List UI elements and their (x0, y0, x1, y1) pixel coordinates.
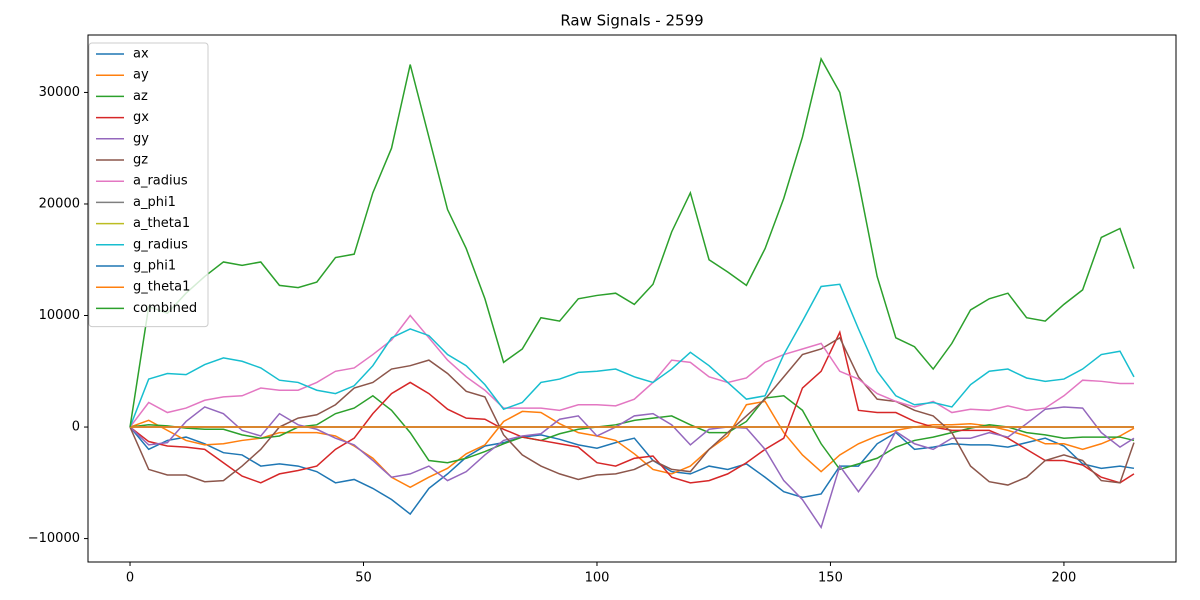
series-line (129, 400, 1135, 489)
x-tick-label: 150 (818, 571, 843, 586)
legend-label: a_radius (133, 174, 188, 189)
legend-label: combined (133, 301, 197, 316)
x-tick-label: 0 (126, 571, 134, 586)
x-tick-label: 200 (1052, 571, 1077, 586)
y-tick-label: 10000 (39, 308, 80, 323)
y-tick-label: 0 (72, 420, 80, 435)
series-line (129, 426, 1135, 516)
chart-title: Raw Signals - 2599 (560, 12, 703, 30)
legend-label: az (133, 89, 148, 104)
legend-label: gy (133, 131, 149, 146)
y-tick-label: 30000 (39, 85, 80, 100)
series-line (129, 283, 1135, 428)
legend-label: ay (133, 68, 149, 83)
legend-label: ax (133, 47, 149, 62)
series-line (129, 330, 1135, 484)
series-line (129, 314, 1134, 428)
x-tick-label: 50 (355, 571, 372, 586)
y-tick-label: −10000 (28, 531, 80, 546)
legend-label: gz (133, 153, 148, 168)
plot-frame (87, 34, 1177, 563)
legend-label: g_radius (133, 237, 188, 252)
legend-label: a_phi1 (133, 195, 176, 210)
legend-label: a_theta1 (133, 216, 190, 231)
legend-label: g_phi1 (133, 259, 176, 274)
legend-label: g_theta1 (133, 280, 190, 295)
series-line (129, 56, 1135, 428)
y-tick-label: 20000 (39, 196, 80, 211)
legend-box (88, 42, 209, 328)
series-line (129, 406, 1135, 530)
legend-label: gx (133, 110, 149, 125)
series-line (129, 336, 1135, 486)
x-tick-label: 100 (585, 571, 610, 586)
